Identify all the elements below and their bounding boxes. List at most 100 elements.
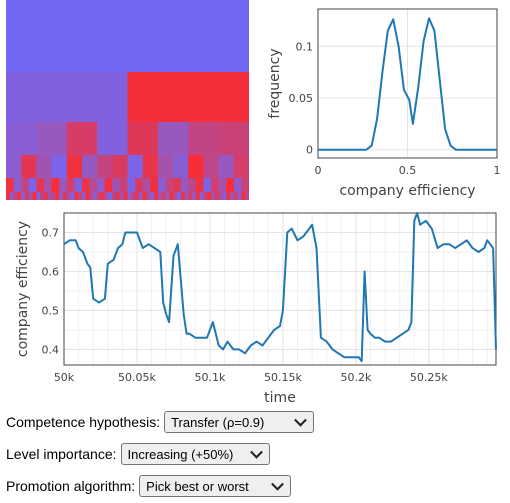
- hierarchy-cell: [127, 155, 144, 178]
- hierarchy-cell: [127, 122, 159, 155]
- hierarchy-cell: [131, 192, 136, 200]
- hierarchy-cell: [51, 192, 56, 200]
- hierarchy-cell: [195, 192, 201, 200]
- hierarchy-cell: [233, 155, 249, 178]
- hierarchy-cell: [81, 178, 90, 192]
- hierarchy-cell: [226, 192, 231, 200]
- hierarchy-cell: [104, 192, 109, 200]
- hierarchy-cell: [245, 192, 249, 200]
- hierarchy-cell: [230, 192, 235, 200]
- hierarchy-cell: [138, 192, 144, 200]
- hierarchy-cell: [108, 192, 113, 200]
- plot-frame: [63, 212, 497, 366]
- hierarchy-cell: [169, 192, 174, 200]
- promotion-label: Promotion algorithm:: [6, 478, 136, 494]
- y-tick-label: 0.6: [42, 265, 60, 278]
- hierarchy-cell: [188, 122, 220, 155]
- hierarchy-cell: [180, 178, 189, 192]
- hierarchy-cell: [211, 178, 220, 192]
- hierarchy-cell: [78, 192, 83, 200]
- hierarchy-cell: [36, 192, 41, 200]
- hierarchy-cell: [89, 192, 94, 200]
- hierarchy-cell: [62, 192, 68, 200]
- hierarchy-cell: [17, 192, 22, 200]
- x-tick-label: 1: [494, 164, 501, 177]
- hierarchy-cell: [176, 192, 182, 200]
- hierarchy-cell: [6, 122, 37, 155]
- hierarchy-cell: [6, 192, 11, 200]
- y-tick-label: 0.05: [289, 92, 314, 105]
- hierarchy-cell: [66, 178, 75, 192]
- hierarchy-cell: [180, 192, 185, 200]
- hierarchy-cell: [207, 192, 212, 200]
- hierarchy-cell: [97, 178, 106, 192]
- competence-select[interactable]: Transfer (ρ=0.9): [164, 411, 315, 433]
- hierarchy-cell: [226, 178, 235, 192]
- efficiency-distribution-chart: 0 0.5 1 0 0.05 0.1 company efficiency frequency: [267, 8, 501, 199]
- hierarchy-cell: [199, 192, 204, 200]
- hierarchy-cell: [157, 155, 174, 178]
- hierarchy-cell: [47, 192, 52, 200]
- hierarchy-cell: [214, 192, 220, 200]
- chevron-down-icon: [249, 445, 263, 459]
- competence-label: Competence hypothesis:: [6, 414, 161, 430]
- hierarchy-cell: [237, 192, 242, 200]
- hierarchy-cell: [28, 178, 37, 192]
- hierarchy-cell: [81, 192, 87, 200]
- y-tick-label: 0.1: [296, 40, 314, 53]
- x-axis-title: company efficiency: [339, 183, 475, 199]
- chevron-down-icon: [294, 413, 307, 427]
- hierarchy-cell: [97, 192, 102, 200]
- hierarchy-cell: [59, 192, 64, 200]
- hierarchy-cell: [66, 122, 98, 155]
- hierarchy-cell: [192, 192, 197, 200]
- hierarchy-cell: [97, 155, 113, 178]
- hierarchy-cell: [119, 178, 128, 192]
- hierarchy-cell: [241, 192, 246, 200]
- hierarchy-cell: [6, 72, 128, 122]
- hierarchy-cell: [157, 178, 166, 192]
- hierarchy-cell: [165, 178, 174, 192]
- competence-select-value: Transfer (ρ=0.9): [171, 414, 265, 430]
- hierarchy-cell: [135, 192, 140, 200]
- x-tick-label: 50.1k: [195, 371, 226, 384]
- hierarchy-cell: [89, 178, 98, 192]
- hierarchy-cell: [127, 72, 249, 122]
- hierarchy-cell: [218, 192, 223, 200]
- hierarchy-cell: [146, 192, 151, 200]
- hierarchy-cell: [13, 178, 22, 192]
- hierarchy-cell: [173, 155, 189, 178]
- series-line: [63, 212, 497, 363]
- hierarchy-cell: [127, 178, 136, 192]
- hierarchy-cell: [184, 192, 189, 200]
- level-importance-label: Level importance:: [6, 446, 117, 462]
- hierarchy-cell: [173, 178, 182, 192]
- hierarchy-cell: [9, 192, 14, 200]
- hierarchy-cell: [222, 192, 227, 200]
- hierarchy-cell: [40, 192, 45, 200]
- hierarchy-cell: [142, 192, 147, 200]
- hierarchy-cell: [150, 178, 159, 192]
- hierarchy-cell: [203, 155, 220, 178]
- level-importance-select[interactable]: Increasing (+50%): [120, 443, 270, 465]
- hierarchy-cell: [70, 192, 75, 200]
- promotion-select[interactable]: Pick best or worst: [139, 475, 292, 497]
- hierarchy-cell: [51, 155, 68, 178]
- hierarchy-cell: [218, 155, 235, 178]
- x-tick-label: 50.15k: [264, 371, 302, 384]
- x-tick-label: 50.05k: [118, 371, 156, 384]
- chevron-down-icon: [271, 477, 285, 491]
- hierarchy-cell: [97, 122, 128, 155]
- hierarchy-heatmap: [6, 0, 249, 200]
- hierarchy-cell: [123, 192, 128, 200]
- hierarchy-cell: [21, 178, 30, 192]
- hierarchy-cell: [51, 178, 60, 192]
- hierarchy-cell: [112, 155, 128, 178]
- series-line: [318, 17, 497, 151]
- hierarchy-cell: [6, 178, 14, 192]
- controls-panel: Competence hypothesis: Transfer (ρ=0.9) …: [6, 407, 506, 503]
- hierarchy-cell: [150, 192, 155, 200]
- hierarchy-cell: [32, 192, 37, 200]
- hierarchy-cell: [74, 192, 79, 200]
- hierarchy-cell: [135, 178, 144, 192]
